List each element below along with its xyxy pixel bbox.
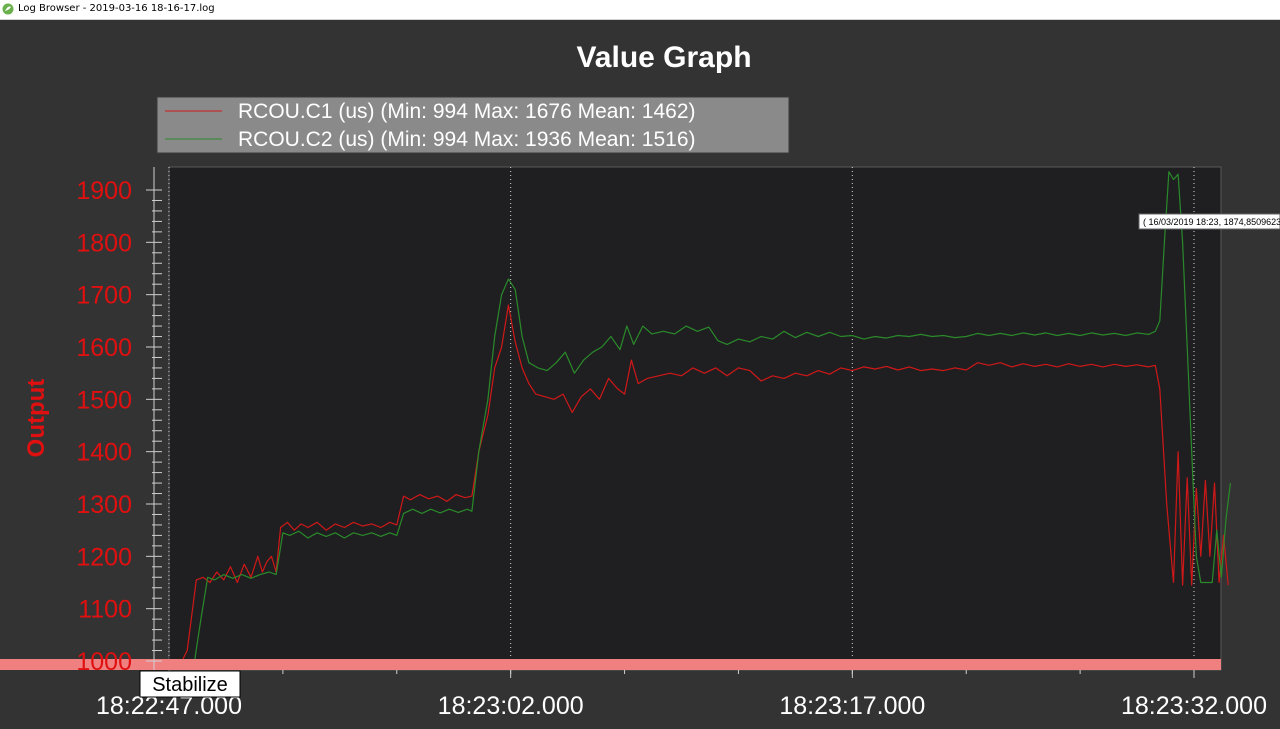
svg-text:( 16/03/2019 18:23, 1874,85096: ( 16/03/2019 18:23, 1874,85096237 — [1143, 217, 1280, 227]
y-tick-label: 1400 — [76, 439, 132, 467]
y-tick-label: 1900 — [76, 177, 132, 205]
mode-label: Stabilize — [139, 670, 241, 698]
chart-title: Value Graph — [576, 41, 751, 74]
y-tick-label: 1000 — [76, 648, 132, 676]
series-layer — [169, 171, 1231, 665]
legend-entry-rcou-c1: RCOU.C1 (us) (Min: 994 Max: 1676 Mean: 1… — [238, 100, 696, 123]
legend-entry-rcou-c2: RCOU.C2 (us) (Min: 994 Max: 1936 Mean: 1… — [238, 128, 696, 151]
window-titlebar: Log Browser - 2019-03-16 18-16-17.log — [0, 0, 1280, 20]
y-tick-label: 1100 — [78, 596, 132, 624]
app-leaf-icon — [2, 3, 14, 15]
y-tick-label: 1800 — [76, 229, 132, 257]
series-line-rcou-c1 — [169, 304, 1229, 665]
plot-area[interactable] — [168, 166, 1222, 671]
legend[interactable]: RCOU.C1 (us) (Min: 994 Max: 1676 Mean: 1… — [156, 96, 790, 154]
y-tick-label: 1600 — [76, 334, 132, 362]
y-tick-label: 1200 — [76, 543, 132, 571]
x-axis: 18:22:47.000 18:23:02.000 18:23:17.000 18:2… — [96, 670, 1267, 720]
x-tick-label: 18:23:02.000 — [438, 692, 584, 720]
x-tick-label: 18:23:32.000 — [1121, 692, 1267, 720]
y-tick-label: 1500 — [76, 386, 132, 414]
y-axis-label: Output — [23, 379, 50, 458]
mode-band — [0, 659, 1221, 670]
y-tick-label: 1300 — [76, 491, 132, 519]
x-tick-label: 18:23:17.000 — [779, 692, 925, 720]
series-line-rcou-c2 — [169, 171, 1231, 665]
y-tick-label: 1700 — [76, 282, 132, 310]
svg-text:Stabilize: Stabilize — [152, 674, 228, 696]
cursor-tooltip: ( 16/03/2019 18:23, 1874,85096237 — [1138, 213, 1280, 230]
y-axis: 1000 1100 1200 1300 1400 1500 1600 1700 1800 1900 — [76, 167, 162, 676]
window-title: Log Browser - 2019-03-16 18-16-17.log — [18, 3, 215, 14]
